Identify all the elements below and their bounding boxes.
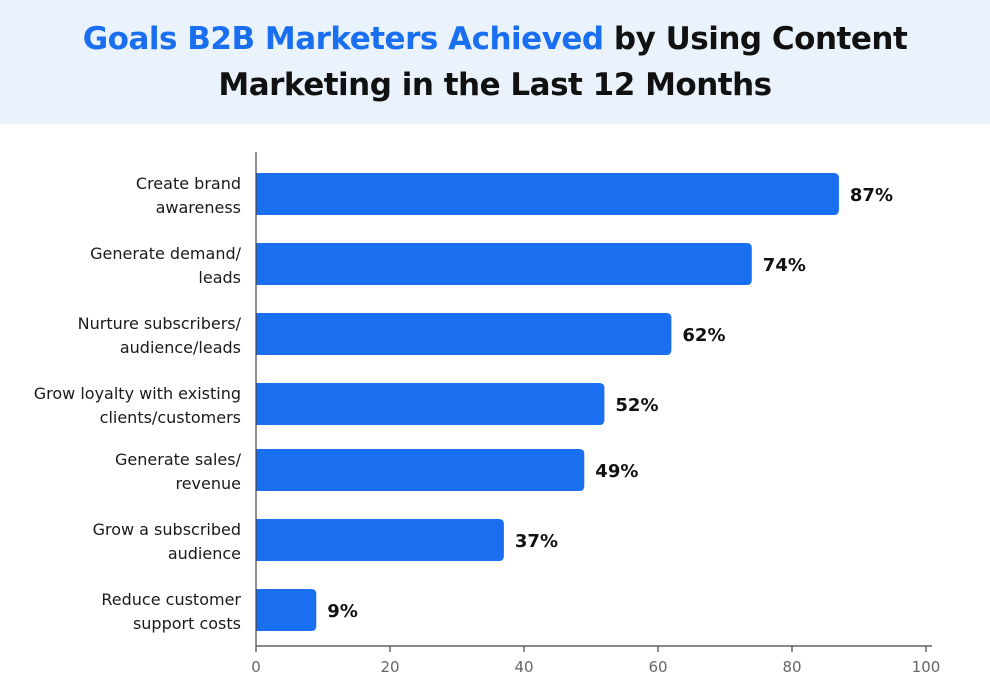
x-tick-label-60: 60 xyxy=(648,658,667,676)
category-label-3-line-2: audience/leads xyxy=(120,338,241,357)
x-tick-label-100: 100 xyxy=(912,658,941,676)
category-label-7: Reduce customer support costs xyxy=(101,590,241,633)
bars-layer xyxy=(256,173,839,631)
value-labels: 87% 74% 62% 52% 49% 37% 9% xyxy=(327,185,893,622)
chart-title-highlight: Goals B2B Marketers Achieved xyxy=(82,21,604,57)
category-label-4-line-2: clients/customers xyxy=(100,408,241,427)
category-label-2: Generate demand/leads xyxy=(90,244,242,287)
category-label-3-line-1: Nurture subscribers/ xyxy=(78,314,242,333)
chart-title-rest: by Using Content Marketing in the Last 1… xyxy=(218,21,908,103)
value-label-6: 37% xyxy=(515,531,558,552)
category-label-4: Grow loyalty with existing clients/custom… xyxy=(34,384,241,427)
category-label-1-line-1: Create brand xyxy=(136,174,241,193)
category-label-6: Grow a subscribed audience xyxy=(93,520,241,563)
category-label-1-line-2: awareness xyxy=(156,198,241,217)
category-label-6-line-2: audience xyxy=(168,544,241,563)
bar-3 xyxy=(256,313,672,355)
value-label-4: 52% xyxy=(615,395,658,416)
bar-7 xyxy=(256,589,317,631)
bar-chart: Create brand awareness Generate demand/lea… xyxy=(34,152,940,676)
bar-1 xyxy=(256,173,839,215)
x-tick-label-20: 20 xyxy=(380,658,399,676)
x-tick-label-80: 80 xyxy=(782,658,801,676)
value-label-7: 9% xyxy=(327,601,358,622)
bar-4 xyxy=(256,383,605,425)
category-label-7-line-1: Reduce customer xyxy=(101,590,241,609)
bar-5 xyxy=(256,449,585,491)
category-label-5: Generate sales/revenue xyxy=(115,450,242,493)
value-label-3: 62% xyxy=(682,325,725,346)
category-label-5-line-2: revenue xyxy=(175,474,241,493)
category-label-5-line-1: Generate sales/ xyxy=(115,450,242,469)
title-band: Goals B2B Marketers Achieved by Using Co… xyxy=(0,0,990,124)
value-label-2: 74% xyxy=(763,255,806,276)
category-label-2-line-2: leads xyxy=(198,268,241,287)
bar-2 xyxy=(256,243,752,285)
axes: 0 20 40 60 80 100 xyxy=(251,152,940,676)
value-label-5: 49% xyxy=(595,461,638,482)
category-label-6-line-1: Grow a subscribed xyxy=(93,520,241,539)
category-label-4-line-1: Grow loyalty with existing xyxy=(34,384,241,403)
chart-title: Goals B2B Marketers Achieved by Using Co… xyxy=(45,16,945,108)
bar-6 xyxy=(256,519,504,561)
category-labels: Create brand awareness Generate demand/lea… xyxy=(34,174,242,633)
category-label-7-line-2: support costs xyxy=(133,614,241,633)
value-label-1: 87% xyxy=(850,185,893,206)
x-tick-label-40: 40 xyxy=(514,658,533,676)
category-label-2-line-1: Generate demand/ xyxy=(90,244,242,263)
category-label-3: Nurture subscribers/audience/leads xyxy=(78,314,242,357)
x-tick-label-0: 0 xyxy=(251,658,261,676)
category-label-1: Create brand awareness xyxy=(136,174,241,217)
